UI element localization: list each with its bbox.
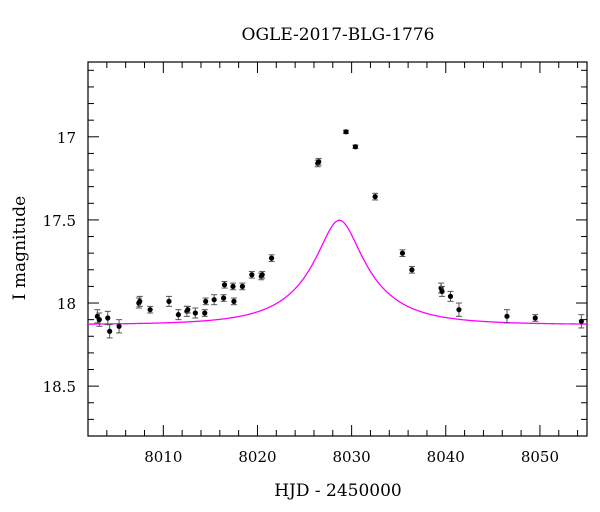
chart-title: OGLE-2017-BLG-1776 [242,25,435,45]
data-point [447,293,454,299]
data-point [202,310,208,316]
data-point [504,313,510,319]
data-point [107,328,113,334]
data-point [192,310,198,316]
data-point [203,298,209,304]
y-tick-label: 18.5 [43,378,76,396]
y-tick-label: 17.5 [43,212,76,230]
x-tick-label: 8010 [144,448,182,466]
data-point [166,298,172,304]
x-tick-label: 8020 [238,448,276,466]
plot-frame [87,61,588,437]
data-point [316,159,322,165]
axes: 8010 8020 8030 8040 8050 17 17.5 18 18.5 [43,61,588,466]
data-point [268,255,275,261]
x-tick-label: 8050 [521,448,559,466]
data-point [105,315,111,321]
data-point [137,298,143,304]
data-point [116,323,122,329]
data-point [147,307,153,313]
data-point [343,129,349,135]
data-point [239,283,246,289]
data-point [409,267,415,273]
x-tick-label: 8040 [427,448,465,466]
data-point [221,282,228,288]
data-point [220,295,227,301]
data-point [532,315,538,321]
y-axis-label: I magnitude [10,196,30,300]
data-point [185,307,191,313]
model-curve [88,219,588,325]
data-point [372,194,378,200]
data-point [249,272,255,278]
data-point [399,250,406,256]
data-point [439,288,445,294]
data-point [352,144,358,150]
data-point [259,272,265,278]
x-axis-label: HJD - 2450000 [274,481,402,501]
data-point [231,298,237,304]
data-point [175,312,181,318]
data-point [456,307,462,313]
data-point [578,318,584,324]
x-tick-label: 8030 [333,448,371,466]
y-tick-label: 17 [57,129,76,147]
data-point [230,283,236,289]
data-point [96,317,102,323]
model-curve-path [88,219,588,325]
data-points [94,129,585,339]
data-point [211,297,217,303]
y-tick-label: 18 [57,295,76,313]
